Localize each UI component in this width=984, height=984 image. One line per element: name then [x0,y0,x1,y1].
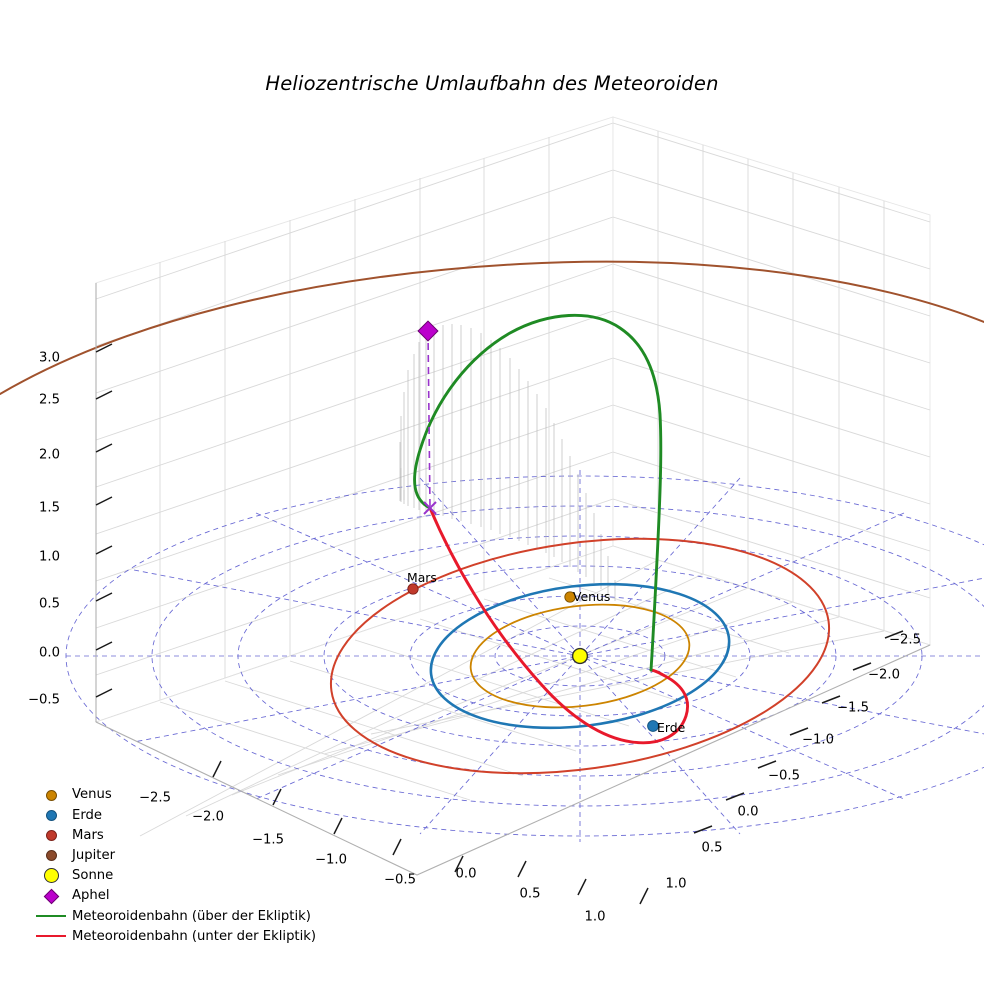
legend-item-label: Mars [72,827,104,843]
trajectory-above-ecliptic [413,313,663,672]
y-tick-label: −1.0 [801,732,835,748]
legend-item-sonne[interactable]: Sonne [30,866,330,886]
y-tick-label: 0.5 [701,840,723,856]
z-tick-label: 2.0 [39,447,60,463]
y-tick-label: −1.5 [836,700,870,716]
point-label-mars: Mars [407,570,437,585]
x-tick-label: 0.5 [519,886,541,902]
y-tick-label: 1.0 [665,876,687,892]
circle-marker-icon [45,789,57,801]
x-tick-label: 0.0 [455,866,477,882]
venus-marker [564,591,576,603]
circle-marker-icon [45,829,57,841]
trajectory-below-ecliptic [428,506,689,745]
legend-item-label: Erde [72,807,103,823]
erde-marker [647,720,659,732]
aphel-dropline [427,330,431,509]
legend-item-mars[interactable]: Mars [30,825,330,845]
x-tick-label: −0.5 [383,872,417,888]
y-tick-label: −2.5 [888,632,922,648]
page-title: Heliozentrische Umlaufbahn des Meteoroid… [265,72,719,95]
z-axis-ticks [95,343,113,698]
point-label-venus: Venus [573,589,611,604]
sonne-marker [571,647,589,665]
z-tick-label: 3.0 [39,350,60,366]
circle-marker-icon [45,850,57,862]
orbit-jupiter [0,260,984,395]
legend-item-venus[interactable]: Venus [30,785,330,805]
mars-marker [407,583,419,595]
legend-item-jupiter[interactable]: Jupiter [30,846,330,866]
legend-item-erde[interactable]: Erde [30,805,330,825]
legend-item-aphel[interactable]: Aphel [30,886,330,906]
legend-line-swatch [36,915,66,918]
pane-left-wall [95,116,614,723]
aphel-projection-marker [423,501,437,515]
z-tick-label: 2.5 [39,392,60,408]
y-tick-label: −2.0 [867,667,901,683]
y-axis-ticks [693,630,904,834]
legend-item-label: Venus [72,787,112,803]
legend-item-label: Sonne [72,868,114,884]
z-tick-label: 1.0 [39,549,60,565]
z-tick-label: −0.5 [27,692,60,708]
axis-spines [95,283,931,876]
legend[interactable]: Venus Erde Mars Jupiter Sonne Aphel Meteoroide… [30,785,330,947]
y-tick-label: −0.5 [767,768,801,784]
x-tick-label: −1.0 [314,852,348,868]
z-tick-label: 1.5 [39,500,60,516]
legend-item-meteoroidenbahn-ber-der-ekliptik[interactable]: Meteoroidenbahn (über der Ekliptik) [30,906,330,926]
z-tick-label: 0.0 [39,645,60,661]
orbit-venus [469,603,691,709]
legend-line-swatch [36,935,66,938]
x-axis-ticks [212,760,649,905]
x-tick-label: 1.0 [584,909,606,925]
legend-item-label: Meteoroidenbahn (über der Ekliptik) [72,908,311,924]
orbit-mars [329,537,831,775]
diamond-icon [43,888,59,904]
pane-floor [94,545,932,876]
circle-marker-icon [43,868,59,884]
x-tick-label: −2.0 [191,809,225,825]
circle-marker-icon [45,809,57,821]
x-tick-label: −1.5 [251,832,285,848]
legend-item-meteoroidenbahn-unter-der-ekliptik[interactable]: Meteoroidenbahn (unter der Ekliptik) [30,926,330,946]
x-tick-label: −2.5 [138,790,172,806]
point-label-erde: Erde [657,720,686,735]
legend-item-label: Jupiter [72,848,115,864]
y-tick-label: 0.0 [737,804,759,820]
legend-item-label: Meteoroidenbahn (unter der Ekliptik) [72,928,317,944]
z-tick-label: 0.5 [39,596,60,612]
aphel-marker [417,320,439,342]
legend-item-label: Aphel [72,888,110,904]
